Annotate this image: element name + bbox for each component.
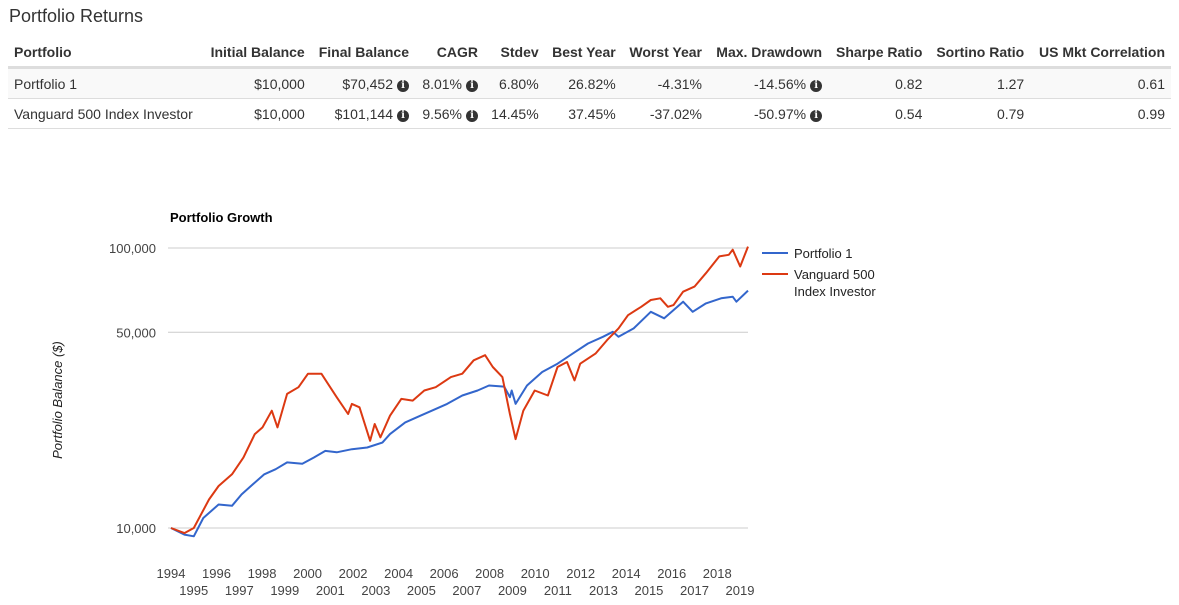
x-tick-label: 2016 — [657, 566, 686, 581]
x-tick-label: 2009 — [498, 583, 527, 598]
legend-label: Index Investor — [794, 284, 876, 299]
x-tick-label: 2002 — [339, 566, 368, 581]
legend-label: Vanguard 500 — [794, 267, 875, 282]
cell-portfolio: Vanguard 500 Index Investor — [8, 98, 203, 129]
x-tick-label: 2018 — [703, 566, 732, 581]
cell-drawdown: -14.56% i — [708, 67, 829, 99]
y-tick-label: 50,000 — [116, 325, 156, 340]
x-tick-label: 1996 — [202, 566, 231, 581]
cell-sortino: 0.79 — [928, 98, 1031, 129]
cell-stdev: 6.80% — [484, 67, 545, 99]
x-tick-label: 2000 — [293, 566, 322, 581]
x-tick-label: 2010 — [521, 566, 550, 581]
cell-cagr: 8.01% i — [415, 67, 485, 99]
info-circle-icon[interactable]: i — [397, 110, 409, 122]
cell-initial: $10,000 — [202, 67, 311, 99]
final-value: $101,144 — [334, 106, 393, 122]
x-tick-label: 2003 — [361, 583, 390, 598]
col-max-drawdown[interactable]: Max. Drawdown — [708, 40, 829, 69]
x-tick-label: 2005 — [407, 583, 436, 598]
cell-sharpe: 0.82 — [828, 67, 929, 99]
cell-drawdown: -50.97% i — [708, 98, 829, 129]
col-best-year[interactable]: Best Year — [544, 40, 622, 69]
x-tick-label: 2013 — [589, 583, 618, 598]
x-tick-label: 1999 — [270, 583, 299, 598]
y-tick-label: 10,000 — [116, 521, 156, 536]
x-tick-label: 2014 — [612, 566, 641, 581]
col-worst-year[interactable]: Worst Year — [621, 40, 708, 69]
series-line-vanguard-500[interactable] — [170, 246, 749, 535]
legend-label: Portfolio 1 — [794, 246, 853, 261]
x-tick-label: 2001 — [316, 583, 345, 598]
x-tick-label: 1995 — [179, 583, 208, 598]
cell-worst: -4.31% — [621, 67, 708, 99]
cagr-value: 9.56% — [422, 106, 463, 122]
info-circle-icon[interactable]: i — [466, 110, 479, 122]
table-row: Vanguard 500 Index Investor $10,000 $101… — [8, 98, 1171, 129]
info-circle-icon[interactable]: i — [466, 80, 479, 92]
x-tick-label: 2006 — [430, 566, 459, 581]
cell-portfolio: Portfolio 1 — [8, 67, 203, 99]
final-value: $70,452 — [342, 76, 393, 92]
returns-table: Portfolio Initial Balance Final Balance … — [8, 40, 1171, 129]
x-tick-label: 2011 — [544, 583, 572, 598]
section-title: Portfolio Returns — [9, 6, 144, 26]
info-circle-icon[interactable]: i — [810, 110, 823, 122]
col-sortino[interactable]: Sortino Ratio — [928, 40, 1031, 69]
cell-final: $101,144 i — [310, 98, 415, 129]
y-axis-label: Portfolio Balance ($) — [50, 341, 65, 459]
x-tick-label: 2017 — [680, 583, 709, 598]
x-tick-label: 2019 — [726, 583, 755, 598]
chart-title: Portfolio Growth — [170, 210, 273, 225]
cell-sharpe: 0.54 — [828, 98, 929, 129]
col-stdev[interactable]: Stdev — [484, 40, 545, 69]
x-tick-label: 1997 — [225, 583, 254, 598]
series-line-portfolio-1[interactable] — [170, 289, 749, 538]
col-portfolio[interactable]: Portfolio — [8, 40, 203, 69]
col-cagr[interactable]: CAGR — [415, 40, 485, 69]
cell-best: 37.45% — [544, 98, 622, 129]
x-tick-label: 1994 — [157, 566, 186, 581]
x-tick-label: 2007 — [452, 583, 481, 598]
drawdown-value: -50.97% — [753, 106, 807, 122]
cagr-value: 8.01% — [422, 76, 463, 92]
cell-cagr: 9.56% i — [415, 98, 485, 129]
col-initial-balance[interactable]: Initial Balance — [202, 40, 311, 69]
info-circle-icon[interactable]: i — [810, 80, 823, 92]
y-tick-label: 100,000 — [109, 241, 156, 256]
x-tick-label: 2015 — [634, 583, 663, 598]
cell-initial: $10,000 — [202, 98, 311, 129]
x-tick-label: 2008 — [475, 566, 504, 581]
x-tick-label: 2012 — [566, 566, 595, 581]
cell-worst: -37.02% — [621, 98, 708, 129]
table-header-row: Portfolio Initial Balance Final Balance … — [8, 40, 1171, 69]
cell-best: 26.82% — [544, 67, 622, 99]
legend-item[interactable]: Vanguard 500 Index Investor — [762, 267, 876, 299]
cell-sortino: 1.27 — [928, 67, 1031, 99]
drawdown-value: -14.56% — [753, 76, 807, 92]
x-tick-label: 1998 — [248, 566, 277, 581]
cell-corr: 0.61 — [1030, 67, 1171, 99]
info-circle-icon[interactable]: i — [397, 80, 409, 92]
col-sharpe[interactable]: Sharpe Ratio — [828, 40, 929, 69]
x-tick-label: 2004 — [384, 566, 413, 581]
legend-item[interactable]: Portfolio 1 — [762, 246, 853, 261]
cell-final: $70,452 i — [310, 67, 415, 99]
cell-corr: 0.99 — [1030, 98, 1171, 129]
col-final-balance[interactable]: Final Balance — [310, 40, 415, 69]
table-row: Portfolio 1 $10,000 $70,452 i 8.01% i 6.80… — [8, 67, 1171, 99]
col-us-mkt-correlation[interactable]: US Mkt Correlation — [1030, 40, 1171, 69]
cell-stdev: 14.45% — [484, 98, 545, 129]
